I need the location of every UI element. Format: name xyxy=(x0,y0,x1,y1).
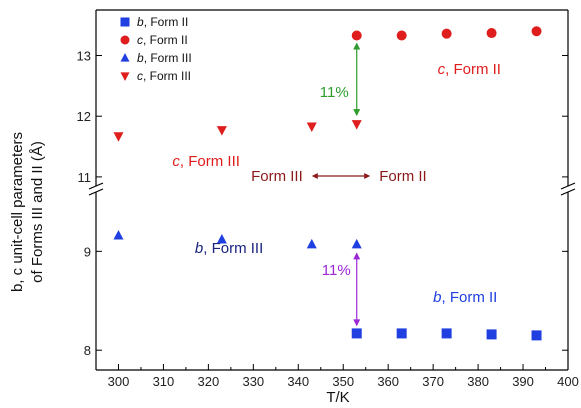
legend-label-rest: , Form II xyxy=(144,15,189,29)
legend-marker xyxy=(120,35,130,45)
y-axis-title-line1: b, c unit-cell parameters xyxy=(9,132,26,292)
x-tick-label: 370 xyxy=(422,374,444,389)
x-tick-label: 400 xyxy=(557,374,579,389)
legend-label-italic: b xyxy=(137,15,144,29)
point-c-form-ii xyxy=(531,26,542,37)
point-c-form-ii xyxy=(486,28,497,39)
plot-frame xyxy=(88,9,576,371)
legend-label-rest: , Form III xyxy=(143,69,191,83)
legend-label: c, Form III xyxy=(137,69,191,83)
arrow-b-11pct-head-bottom xyxy=(353,319,361,327)
arrow-phase-transition xyxy=(311,173,371,179)
y-tick-label: 13 xyxy=(77,49,91,64)
axis-ticks: 300 310 320 330 340 350 360 370 380 390 400 11 12 13 8… xyxy=(77,49,579,389)
label-pct-upper: 11% xyxy=(320,84,349,101)
legend-label-rest: , Form II xyxy=(143,33,188,47)
legend-label-italic: c xyxy=(137,33,143,47)
point-b-form-ii xyxy=(486,329,497,340)
label-b-form-iii-rest: , Form III xyxy=(203,240,263,257)
point-b-form-iii xyxy=(113,230,124,240)
arrow-b-11pct xyxy=(353,252,361,327)
label-b-form-iii-italic: b xyxy=(195,240,203,257)
x-tick-label: 390 xyxy=(512,374,534,389)
point-b-form-ii xyxy=(441,328,452,339)
point-c-form-iii xyxy=(113,132,124,142)
point-c-form-ii xyxy=(351,30,362,41)
legend-marker xyxy=(120,72,130,81)
x-tick-label: 350 xyxy=(332,374,354,389)
y-tick-label: 9 xyxy=(84,244,91,259)
legend-label: b, Form II xyxy=(137,15,188,29)
x-tick-label: 330 xyxy=(242,374,264,389)
label-b-form-ii-italic: b xyxy=(433,289,441,306)
x-tick-label: 320 xyxy=(198,374,220,389)
y-tick-label: 11 xyxy=(78,170,92,185)
label-c-form-ii-rest: , Form II xyxy=(445,61,501,78)
legend-label: b, Form III xyxy=(137,51,192,65)
point-b-form-iii xyxy=(306,238,317,249)
legend-label-italic: b xyxy=(137,51,144,65)
point-b-form-ii xyxy=(531,330,542,341)
y-axis-title-line2: of Forms III and II (Å) xyxy=(29,141,46,283)
axis-break-left-1 xyxy=(88,182,104,190)
x-tick-label: 360 xyxy=(377,374,399,389)
label-c-form-iii: c, Form III xyxy=(172,153,240,170)
legend-marker xyxy=(120,53,130,62)
label-b-form-iii: b, Form III xyxy=(195,240,263,257)
label-pct-lower: 11% xyxy=(322,262,351,279)
x-tick-label: 300 xyxy=(108,374,130,389)
arrow-c-11pct-head-top xyxy=(353,42,361,50)
point-c-form-ii xyxy=(396,30,407,41)
point-c-form-iii xyxy=(351,120,362,130)
point-b-form-iii xyxy=(351,238,362,249)
y-tick-label: 8 xyxy=(84,343,91,358)
label-c-form-iii-italic: c xyxy=(172,153,180,170)
legend-label-italic: c xyxy=(137,69,143,83)
point-b-form-iii xyxy=(216,233,227,244)
legend-marker xyxy=(120,17,130,27)
label-c-form-ii: c, Form II xyxy=(438,61,501,78)
label-form-iii-transition: Form III xyxy=(251,168,303,185)
x-axis-title: T/K xyxy=(326,389,349,406)
arrow-b-11pct-head-top xyxy=(353,252,361,260)
arrow-c-11pct-head-bottom xyxy=(353,109,361,117)
annotation-arrows xyxy=(311,42,371,327)
point-c-form-iii xyxy=(216,126,227,136)
arrow-c-11pct xyxy=(353,42,361,117)
label-b-form-ii: b, Form II xyxy=(433,289,497,306)
x-tick-label: 310 xyxy=(153,374,175,389)
axis-break-right-2 xyxy=(560,188,576,196)
point-b-form-ii xyxy=(351,328,362,339)
x-tick-label: 340 xyxy=(287,374,309,389)
y-axis-title: b, c unit-cell parameters of Forms III a… xyxy=(9,132,46,292)
point-c-form-ii xyxy=(441,28,452,39)
label-form-ii-transition: Form II xyxy=(379,168,427,185)
point-b-form-ii xyxy=(396,328,407,339)
label-b-form-ii-rest: , Form II xyxy=(441,289,497,306)
label-c-form-iii-rest: , Form III xyxy=(180,153,240,170)
arrow-phase-transition-head-left xyxy=(311,173,318,179)
legend-label-rest: , Form III xyxy=(144,51,192,65)
label-c-form-ii-italic: c xyxy=(438,61,446,78)
y-tick-label: 12 xyxy=(77,109,91,124)
point-c-form-iii xyxy=(306,122,317,133)
data-markers xyxy=(113,26,542,341)
arrow-phase-transition-head-right xyxy=(364,173,371,179)
axis-break-right-1 xyxy=(560,182,576,190)
legend-label: c, Form II xyxy=(137,33,188,47)
axis-break-left-2 xyxy=(88,188,104,196)
x-tick-label: 380 xyxy=(467,374,489,389)
